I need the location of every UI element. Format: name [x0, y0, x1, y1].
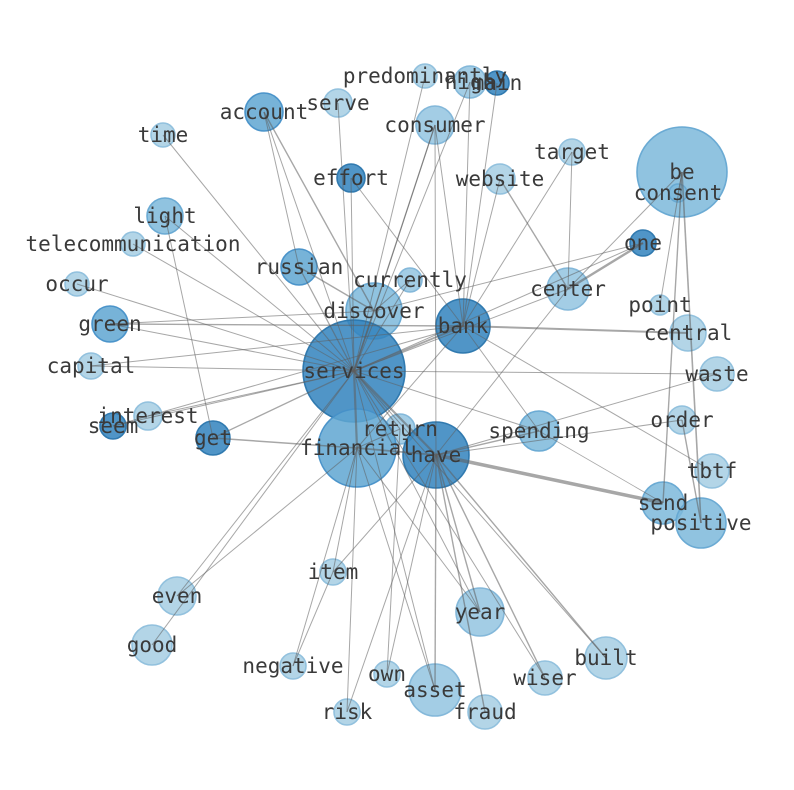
graph-edge-services-center	[353, 288, 569, 372]
graph-edge-services-serve	[337, 102, 355, 372]
graph-edge-own-return	[386, 428, 401, 675]
graph-edge-financial-risk	[346, 447, 358, 713]
graph-edge-financial-have	[356, 447, 437, 456]
graph-edge-account-russian	[263, 111, 300, 268]
graph-edge-have-send	[435, 453, 664, 505]
graph-edge-have-year	[435, 454, 481, 613]
graph-edge-discover-russian	[298, 266, 375, 312]
graph-edge-financial-bank	[356, 325, 464, 449]
graph-edge-services-high	[353, 81, 471, 372]
graph-edge-services-predominantly	[353, 75, 426, 372]
graph-edge-be-send	[662, 171, 683, 504]
graph-edge-services-have	[353, 370, 437, 456]
edge-layer	[76, 75, 718, 713]
graph-edge-services-built	[353, 370, 607, 659]
graph-edge-have-built	[435, 454, 607, 659]
graph-edge-bank-high	[462, 81, 471, 327]
graph-edge-services-effort	[350, 177, 355, 372]
graph-edge-discover-currently	[373, 279, 411, 312]
graph-edge-bank-target	[462, 151, 573, 327]
graph-edge-be-positive	[681, 171, 702, 524]
graph-edge-be-consent	[677, 171, 683, 194]
graph-edge-services-get	[212, 370, 355, 439]
graph-edge-bank-website	[462, 178, 501, 327]
graph-edge-services-waste	[353, 370, 718, 375]
graph-edge-bank-main	[462, 82, 498, 327]
graph-edge-services-russian	[298, 266, 355, 372]
graph-edge-have-own	[386, 454, 437, 675]
graph-edge-spending-send	[538, 430, 664, 504]
graph-edge-services-even	[176, 370, 355, 597]
graph-edge-services-time	[162, 134, 355, 372]
graph-edge-be-center	[567, 171, 683, 290]
graph-edge-bank-tbtf	[462, 325, 713, 472]
graph-edge-discover-account	[263, 111, 375, 312]
graph-edge-be-point	[659, 171, 683, 306]
graph-edge-services-one	[353, 242, 644, 372]
graph-edge-financial-negative	[292, 447, 358, 667]
graph-edge-have-item	[332, 454, 437, 573]
graph-edge-services-financial	[352, 370, 359, 449]
graph-edge-discover-consumer	[373, 124, 436, 312]
graph-edge-services-telecommunication	[132, 243, 355, 372]
graph-edge-services-discover	[353, 310, 375, 372]
graph-edge-financial-even	[176, 447, 358, 597]
graph-edge-services-good	[151, 370, 355, 646]
graph-edge-have-order	[435, 419, 683, 456]
graph-edge-financial-get	[212, 437, 358, 449]
graph-edge-have-wiser	[435, 454, 546, 679]
graph-edge-services-light	[164, 215, 355, 372]
graph-edge-financial-item	[332, 447, 358, 573]
graph-edge-bank-green	[109, 323, 464, 327]
graph-edge-order-positive	[681, 419, 702, 524]
graph-edge-services-occur	[76, 283, 355, 372]
graph-edge-have-fraud	[435, 454, 486, 713]
graph-edge-bank-effort	[350, 177, 464, 327]
graph-edge-center-target	[567, 151, 573, 290]
graph-edge-services-account	[263, 111, 355, 372]
graph-edge-have-asset	[434, 454, 437, 691]
graph-edge-bank-capital	[90, 325, 464, 367]
graph-edge-services-seem	[112, 370, 355, 427]
graph-edge-discover-green	[109, 310, 375, 325]
graph-edge-get-light	[164, 215, 214, 439]
graph-edge-discover-one	[373, 242, 644, 312]
graph-edge-services-return	[353, 370, 401, 430]
graph-edge-have-spending	[435, 430, 540, 456]
graph-edge-center-one	[567, 241, 644, 291]
node-layer	[64, 63, 735, 730]
graph-edge-item-negative	[292, 571, 334, 667]
graph-edge-financial-year	[356, 447, 481, 613]
graph-edge-bank-central	[462, 325, 689, 334]
graph-edge-bank-spending	[462, 325, 540, 432]
graph-edge-services-year	[353, 370, 481, 613]
graph-edge-bank-seem	[112, 325, 464, 427]
graph-edge-services-spending	[353, 370, 540, 432]
graph-edge-have-center	[435, 288, 569, 456]
graph-edge-bank-consumer	[434, 124, 464, 327]
graph-edge-financial-return	[356, 428, 401, 449]
graph-edge-center-website	[499, 178, 569, 290]
graph-edge-services-green	[109, 323, 355, 372]
